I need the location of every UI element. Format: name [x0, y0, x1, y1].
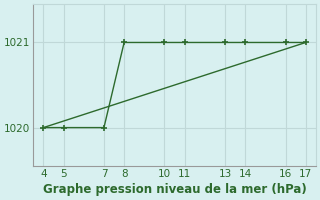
X-axis label: Graphe pression niveau de la mer (hPa): Graphe pression niveau de la mer (hPa) [43, 183, 307, 196]
